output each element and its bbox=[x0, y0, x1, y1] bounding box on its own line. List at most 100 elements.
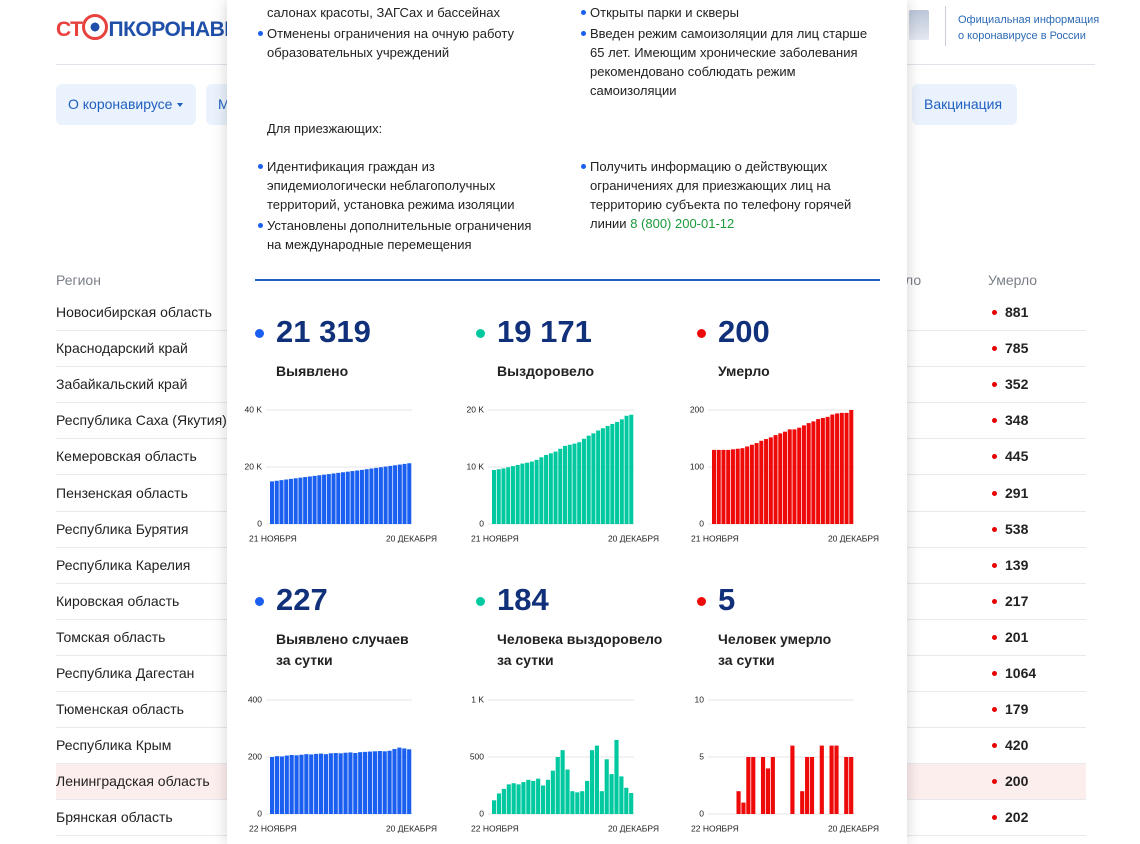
bar bbox=[355, 470, 360, 524]
bar bbox=[299, 754, 304, 814]
bar bbox=[506, 784, 511, 814]
bar bbox=[289, 755, 294, 814]
bar bbox=[624, 787, 629, 814]
stat-value: 227 bbox=[276, 582, 328, 617]
bar bbox=[309, 754, 314, 814]
red-dot bbox=[992, 562, 997, 568]
bar bbox=[830, 414, 835, 524]
bar bbox=[407, 463, 412, 524]
phone-link[interactable]: 8 (800) 200-01-12 bbox=[630, 216, 735, 231]
nav-label: М bbox=[218, 96, 230, 112]
deaths-count: 201 bbox=[1005, 628, 1029, 645]
bar bbox=[604, 759, 609, 814]
bar bbox=[614, 739, 619, 814]
stat-dot bbox=[697, 597, 706, 606]
red-dot bbox=[992, 598, 997, 604]
bar bbox=[816, 419, 821, 524]
y-tick-label: 0 bbox=[479, 808, 484, 818]
nav-button[interactable]: Вакцинация bbox=[912, 84, 1017, 125]
restriction-item: Введен режим самоизоляции для лиц старше… bbox=[581, 24, 870, 100]
stat-dot bbox=[697, 329, 706, 338]
bar bbox=[323, 754, 329, 814]
stat-value: 200 bbox=[718, 314, 770, 349]
bar bbox=[580, 791, 585, 814]
bar bbox=[318, 753, 324, 814]
bar bbox=[520, 463, 525, 524]
x-tick-label: 20 ДЕКАБРЯ bbox=[386, 823, 437, 833]
restriction-item: Отменены ограничения на очную работу обр… bbox=[258, 24, 537, 62]
bar bbox=[726, 449, 731, 524]
bar bbox=[849, 757, 854, 814]
stat-value: 5 bbox=[718, 582, 736, 617]
bar bbox=[515, 465, 520, 524]
bar bbox=[293, 478, 298, 524]
bar bbox=[506, 467, 511, 524]
nav-button[interactable]: О коронавирусе bbox=[56, 84, 196, 125]
deaths-count: 348 bbox=[1005, 412, 1029, 429]
bar bbox=[736, 791, 741, 814]
red-dot bbox=[992, 815, 997, 821]
bar bbox=[345, 471, 350, 524]
red-dot bbox=[992, 671, 997, 676]
logo[interactable]: СТ ПКОРОНАВИ bbox=[56, 14, 239, 42]
table-header: ло bbox=[905, 272, 922, 288]
bar bbox=[367, 751, 373, 814]
nav-label: О коронавирусе bbox=[68, 96, 173, 112]
region-name: Республика Дагестан bbox=[56, 665, 195, 681]
bar bbox=[534, 459, 539, 524]
stat-label: Человека выздоровело за сутки bbox=[497, 631, 663, 668]
bar bbox=[326, 474, 331, 524]
red-dot bbox=[992, 346, 997, 352]
red-dot bbox=[992, 418, 997, 424]
red-dot bbox=[992, 382, 997, 388]
bar bbox=[350, 471, 355, 524]
y-tick-label: 0 bbox=[257, 518, 262, 528]
bar bbox=[712, 449, 717, 524]
region-name: Брянская область bbox=[56, 809, 173, 826]
bullet bbox=[581, 10, 586, 15]
region-name: Томская область bbox=[56, 628, 166, 645]
popup-divider bbox=[255, 279, 880, 281]
bar bbox=[397, 747, 402, 814]
deaths-count: 139 bbox=[1005, 556, 1029, 573]
bar bbox=[407, 749, 412, 814]
bar bbox=[624, 415, 629, 524]
deaths-count: 179 bbox=[1005, 701, 1029, 718]
bar bbox=[341, 472, 346, 524]
bar bbox=[304, 754, 309, 814]
bar bbox=[797, 427, 802, 524]
stat-dot bbox=[476, 597, 485, 606]
bar bbox=[751, 757, 756, 814]
bar bbox=[575, 792, 580, 814]
bar bbox=[565, 769, 570, 814]
bar bbox=[298, 477, 303, 524]
x-tick-label: 20 ДЕКАБРЯ bbox=[828, 823, 879, 833]
x-tick-label: 20 ДЕКАБРЯ bbox=[608, 533, 659, 543]
region-name: Новосибирская область bbox=[56, 304, 212, 320]
bar bbox=[570, 791, 575, 814]
x-tick-label: 20 ДЕКАБРЯ bbox=[828, 533, 879, 543]
y-tick-label: 5 bbox=[699, 751, 704, 761]
bar bbox=[609, 774, 614, 814]
bar bbox=[529, 461, 534, 524]
bar bbox=[382, 751, 387, 814]
official-link[interactable]: Официальная информация о коронавирусе в … bbox=[958, 14, 1100, 42]
bar bbox=[521, 782, 526, 814]
bullet bbox=[581, 31, 586, 36]
bar bbox=[770, 757, 775, 814]
bar bbox=[773, 435, 778, 524]
deaths-count: 217 bbox=[1005, 592, 1029, 609]
bar bbox=[383, 466, 388, 524]
region-name: Республика Бурятия bbox=[56, 520, 189, 537]
bar bbox=[806, 423, 811, 524]
region-name: Тюменская область bbox=[56, 701, 184, 718]
y-tick-label: 10 bbox=[695, 694, 705, 704]
bar bbox=[829, 745, 834, 814]
bar bbox=[764, 439, 769, 524]
bar bbox=[553, 451, 558, 524]
bar bbox=[610, 423, 615, 524]
bar bbox=[801, 425, 806, 524]
bar bbox=[353, 753, 358, 814]
bar bbox=[765, 768, 771, 814]
